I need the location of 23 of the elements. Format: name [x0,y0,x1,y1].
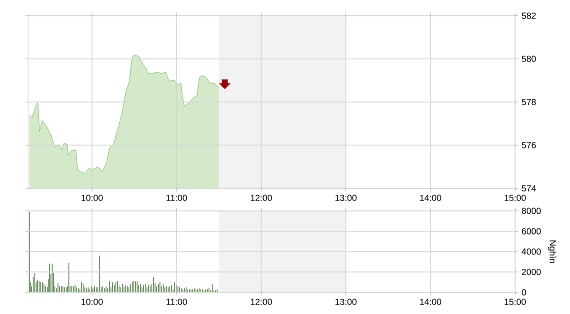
y-tick-label: 580 [522,56,536,62]
y-tick-label: 574 [522,185,536,192]
y-tick-label: 0 [522,289,526,296]
x-tick-label: 15:00 [504,194,526,202]
y-tick-label: 4000 [522,248,541,255]
x-tick-label: 15:00 [504,298,526,306]
x-tick-label: 12:00 [250,194,272,202]
x-tick-label: 13:00 [335,298,357,306]
y-axis-title: Nghìn [548,240,556,263]
y-tick-label: 578 [522,98,536,106]
y-tick-label: 6000 [522,228,541,234]
x-tick-label: 12:00 [250,298,272,306]
y-tick-label: 8000 [522,208,541,214]
x-tick-label: 14:00 [420,194,442,202]
x-tick-label: 11:00 [166,298,188,306]
x-tick-label: 14:00 [420,298,442,306]
x-tick-label: 10:00 [82,298,103,306]
y-tick-label: 2000 [522,268,541,276]
x-tick-label: 13:00 [335,194,357,202]
y-tick-label: 576 [522,142,536,148]
x-tick-label: 10:00 [82,194,103,202]
y-tick-label: 582 [522,12,536,19]
x-tick-label: 11:00 [166,194,188,202]
